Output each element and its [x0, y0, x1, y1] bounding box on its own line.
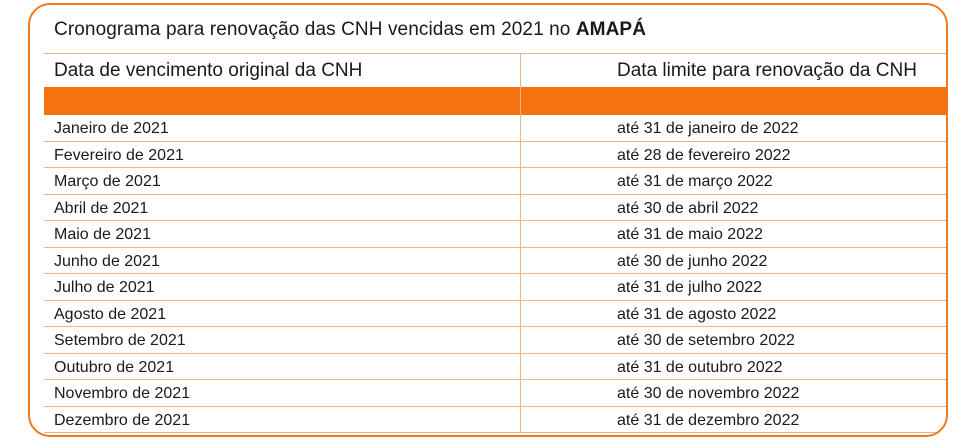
cell-original-date: Maio de 2021 [54, 226, 151, 243]
cell-deadline: até 30 de junho 2022 [617, 252, 768, 270]
cell-original-date: Dezembro de 2021 [54, 411, 191, 429]
table-row: Setembro de 2021 até 30 de setembro 2022 [44, 327, 946, 354]
cell-original-date: Novembro de 2021 [54, 385, 191, 402]
column-divider [520, 53, 521, 433]
cell-original-date: Janeiro de 2021 [54, 120, 169, 137]
cell-original-date: Outubro de 2021 [54, 358, 175, 376]
table-body: Janeiro de 2021 até 31 de janeiro de 2022… [44, 115, 946, 433]
cell-deadline: até 31 de março 2022 [617, 173, 773, 190]
table-row: Julho de 2021 até 31 de julho 2022 [44, 274, 946, 301]
cell-deadline: até 31 de janeiro de 2022 [617, 120, 799, 137]
cell-deadline: até 31 de julho 2022 [617, 279, 763, 296]
header-band [44, 87, 946, 115]
cell-original-date: Agosto de 2021 [54, 305, 167, 323]
cell-deadline: até 30 de abril 2022 [617, 199, 759, 217]
table-header: Data de vencimento original da CNH Data … [44, 53, 946, 88]
cell-original-date: Abril de 2021 [54, 199, 149, 217]
schedule-frame: Cronograma para renovação das CNH vencid… [28, 3, 948, 437]
cell-original-date: Março de 2021 [54, 173, 161, 190]
cell-deadline: até 31 de agosto 2022 [617, 305, 777, 323]
cell-deadline: até 31 de maio 2022 [617, 226, 763, 243]
table-row: Junho de 2021 até 30 de junho 2022 [44, 248, 946, 274]
table-title: Cronograma para renovação das CNH vencid… [54, 19, 646, 41]
title-state: AMAPÁ [575, 19, 647, 40]
cell-deadline: até 31 de dezembro 2022 [617, 411, 800, 429]
table-row: Abril de 2021 até 30 de abril 2022 [44, 195, 946, 221]
cell-original-date: Julho de 2021 [54, 279, 155, 296]
table-row: Março de 2021 até 31 de março 2022 [44, 168, 946, 195]
header-deadline: Data limite para renovação da CNH [617, 60, 917, 81]
header-original-date: Data de vencimento original da CNH [54, 60, 363, 81]
table-row: Outubro de 2021 até 31 de outubro 2022 [44, 354, 946, 380]
table-row: Maio de 2021 até 31 de maio 2022 [44, 221, 946, 248]
cell-original-date: Setembro de 2021 [54, 332, 186, 349]
cell-deadline: até 30 de setembro 2022 [617, 332, 795, 349]
title-text: Cronograma para renovação das CNH vencid… [54, 19, 576, 40]
table-row: Agosto de 2021 até 31 de agosto 2022 [44, 301, 946, 327]
table-row: Dezembro de 2021 até 31 de dezembro 2022 [44, 407, 946, 433]
cell-original-date: Fevereiro de 2021 [54, 146, 184, 164]
cell-deadline: até 28 de fevereiro 2022 [617, 146, 791, 164]
table-row: Janeiro de 2021 até 31 de janeiro de 2022 [44, 115, 946, 142]
cell-deadline: até 31 de outubro 2022 [617, 358, 783, 376]
table-row: Fevereiro de 2021 até 28 de fevereiro 202… [44, 142, 946, 168]
table-row: Novembro de 2021 até 30 de novembro 2022 [44, 380, 946, 407]
cell-original-date: Junho de 2021 [54, 252, 160, 270]
cell-deadline: até 30 de novembro 2022 [617, 385, 800, 402]
